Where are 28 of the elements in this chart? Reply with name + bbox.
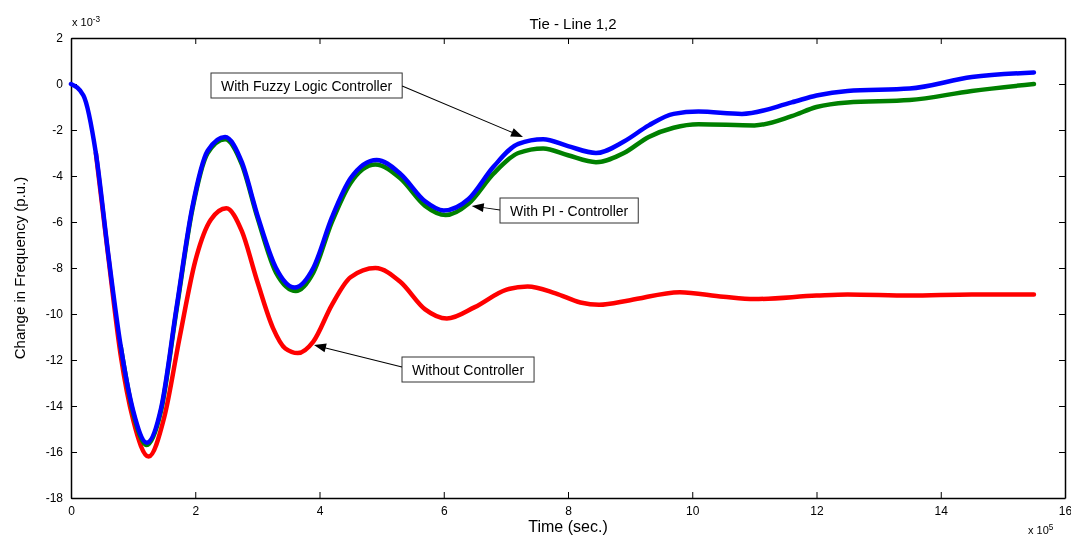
x-tick-label: 12 (810, 503, 824, 518)
y-tick-label: 2 (56, 31, 64, 46)
x-tick-label: 6 (440, 503, 448, 518)
x-tick-label: 16 (1058, 503, 1071, 518)
x-tick-label: 4 (316, 503, 324, 518)
text: x 10$^{5}$ (1028, 522, 1054, 535)
y-tick-label: -4 (52, 169, 64, 184)
y-tick-label: -18 (45, 491, 64, 506)
x-tick-label: 8 (565, 503, 573, 518)
y-tick-label: -16 (45, 445, 64, 460)
y-tick-label: -10 (45, 307, 64, 322)
annotation: With PI - Controller (510, 203, 629, 219)
x-tick-label: 10 (686, 503, 700, 518)
y-tick-label: -6 (52, 215, 64, 230)
annotation: With Fuzzy Logic Controller (221, 78, 393, 94)
chart-title: Tie - Line 1,2 (529, 15, 617, 32)
y-tick-label: -12 (45, 353, 64, 368)
annotation: Without Controller (412, 362, 525, 378)
x-tick-label: 14 (934, 503, 949, 518)
x-tick-label: 2 (192, 503, 200, 518)
y-tick-label: -8 (52, 261, 64, 276)
text: x 10$^{-3}$ (72, 14, 101, 28)
y-tick-label: 0 (56, 77, 64, 92)
y-tick-label: -2 (52, 123, 64, 138)
x-tick-label: 0 (68, 503, 76, 518)
x-axis-title: Time (sec.) (528, 518, 608, 535)
y-axis-title: Change in Frequency (p.u.) (11, 176, 28, 360)
y-tick-label: -14 (45, 399, 64, 414)
